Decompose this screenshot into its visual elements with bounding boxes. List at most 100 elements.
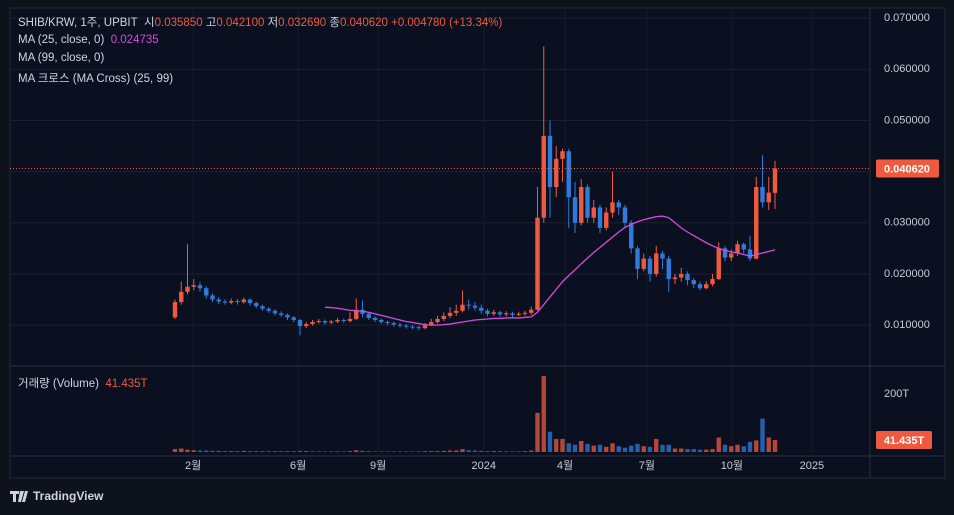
volume-bar xyxy=(522,451,528,452)
candle-body xyxy=(460,304,465,311)
volume-bar xyxy=(379,451,384,452)
y-tick-label: 0.050000 xyxy=(884,114,930,126)
indicator: MA (99, close, 0) xyxy=(18,52,105,64)
candle-body xyxy=(429,322,434,326)
ohlc-value: 0.042100 xyxy=(216,17,265,29)
volume-bar xyxy=(185,449,190,452)
volume-bar xyxy=(322,451,328,452)
volume-bar xyxy=(679,448,684,452)
volume-bar xyxy=(741,446,746,452)
volume-bar xyxy=(272,451,278,452)
ohlc-label: 시 xyxy=(144,17,155,29)
volume-bar xyxy=(479,450,484,452)
x-tick-label: 2월 xyxy=(185,459,201,472)
y-tick-label: 0.070000 xyxy=(884,12,930,24)
volume-bar xyxy=(747,441,753,452)
candle-body xyxy=(185,286,190,292)
candle-body xyxy=(254,303,259,307)
volume-bar xyxy=(604,446,609,452)
candle-body xyxy=(679,273,684,278)
candle-body xyxy=(447,312,453,316)
candle-body xyxy=(760,186,765,203)
ma-line xyxy=(324,215,776,326)
candle-body xyxy=(216,299,221,302)
candle-body xyxy=(204,288,209,296)
volume-bar xyxy=(560,438,565,452)
volume-bar xyxy=(710,449,715,452)
candle-body xyxy=(672,277,678,280)
volume-bar xyxy=(416,451,421,452)
candle-body xyxy=(722,248,728,258)
x-tick-label: 7월 xyxy=(639,459,655,472)
volume-bar xyxy=(410,451,415,452)
candle-body xyxy=(341,319,346,322)
ohlc-value: 0.032690 xyxy=(278,17,327,29)
volume-bar xyxy=(485,451,490,452)
ohlc-label: 저 xyxy=(267,17,279,29)
volume-bar xyxy=(585,443,590,452)
volume-bar xyxy=(547,431,553,452)
volume-bar xyxy=(197,450,203,452)
candle-body xyxy=(622,207,628,223)
candle-body xyxy=(604,212,609,228)
candle-body xyxy=(560,151,565,159)
volume-bar xyxy=(222,451,228,452)
volume-bar xyxy=(566,443,571,452)
candle-body xyxy=(516,313,521,315)
volume-bar xyxy=(366,451,371,452)
candle-body xyxy=(510,313,515,315)
volume-bar xyxy=(304,451,309,452)
candle-body xyxy=(372,317,378,320)
volume-bar xyxy=(704,449,709,452)
volume-bar xyxy=(172,449,178,452)
volume-bar xyxy=(554,438,559,452)
candle-body xyxy=(566,151,571,198)
candle-body xyxy=(591,207,596,218)
candle-body xyxy=(735,244,740,254)
volume-bar xyxy=(654,438,659,452)
volume-bar xyxy=(260,451,265,452)
volume-bar xyxy=(279,451,284,452)
candle-body xyxy=(304,324,309,327)
volume-bar xyxy=(297,450,303,452)
volume-bar xyxy=(729,446,734,452)
volume-bar xyxy=(516,451,521,452)
candle-body xyxy=(329,321,334,323)
x-tick-label: 10월 xyxy=(721,459,743,472)
volume-bar xyxy=(722,444,728,452)
volume-bar xyxy=(460,449,465,452)
volume-bar xyxy=(291,451,296,452)
candle-body xyxy=(610,202,615,213)
volume-bar xyxy=(372,451,378,452)
candle-body xyxy=(766,192,771,203)
volume-bar xyxy=(504,451,509,452)
volume-bar xyxy=(210,450,215,452)
volume-bar xyxy=(466,450,471,452)
candle-body xyxy=(616,202,621,208)
brand: TradingView xyxy=(33,489,104,503)
ohlc-value: 0.040620 xyxy=(339,17,388,29)
volume-value: 41.435T xyxy=(105,378,148,390)
candle-body xyxy=(354,309,359,319)
candle-body xyxy=(747,249,753,259)
candle-body xyxy=(229,301,234,303)
volume-bar xyxy=(641,446,646,452)
candle-body xyxy=(285,314,290,318)
candle-body xyxy=(291,317,296,320)
volume-bar xyxy=(429,451,434,452)
chart-frame xyxy=(9,7,946,479)
candle-body xyxy=(235,301,240,303)
volume-bar xyxy=(454,450,459,452)
candle-body xyxy=(435,318,440,323)
volume-legend: 거래량 (Volume) 41.435T xyxy=(18,375,148,391)
candle-body xyxy=(322,321,328,323)
candle-body xyxy=(716,248,721,280)
candle-body xyxy=(222,301,228,303)
candle-body xyxy=(704,284,709,289)
candle-body xyxy=(741,244,746,250)
volume-bar xyxy=(329,451,334,452)
candle-body xyxy=(191,285,196,287)
candle-body xyxy=(504,313,509,315)
